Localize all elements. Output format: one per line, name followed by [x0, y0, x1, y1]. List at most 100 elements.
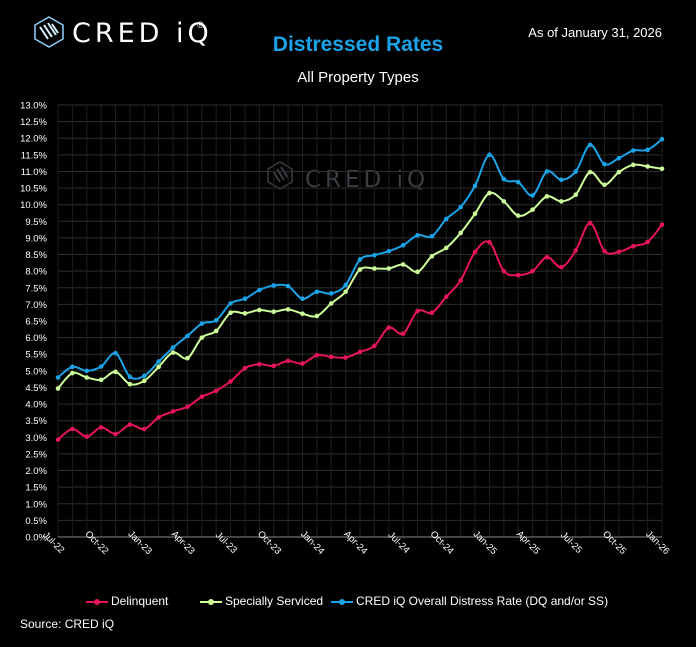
delinquent-point	[415, 308, 420, 314]
chart-title: Distressed Rates	[272, 33, 444, 56]
overall-point	[343, 282, 348, 288]
delinquent-point	[285, 358, 291, 364]
delinquent-point	[372, 343, 377, 349]
delinquent-point	[443, 294, 449, 300]
x-tick-label: Apr-23	[169, 529, 197, 557]
overall-point	[242, 296, 248, 302]
delinquent-point	[587, 220, 593, 226]
legend: Delinquent Specially Serviced CRED iQ Ov…	[0, 594, 696, 610]
overall-point	[530, 193, 535, 198]
x-tick-label: Jan-24	[298, 529, 326, 557]
y-tick-label: 8.5%	[25, 250, 47, 261]
delinquent-point	[185, 404, 190, 410]
y-tick-label: 0.0%	[25, 533, 47, 544]
specially-serviced-point	[328, 301, 334, 306]
overall-point	[587, 142, 593, 148]
specially-serviced-point	[472, 211, 478, 216]
watermark-text: CRED iQ	[305, 167, 429, 193]
specially-serviced-point	[300, 311, 305, 316]
delinquent-point	[127, 422, 133, 427]
overall-point	[271, 283, 277, 288]
overall-point	[472, 183, 478, 189]
delinquent-point	[357, 349, 363, 355]
registered-mark: ®	[197, 20, 204, 30]
delinquent-point	[141, 426, 147, 432]
overall-point	[357, 257, 363, 262]
y-tick-label: 9.5%	[25, 217, 47, 228]
overall-point	[127, 374, 133, 380]
overall-point	[458, 204, 463, 210]
delinquent-point	[199, 394, 205, 400]
overall-point	[573, 169, 579, 174]
y-tick-label: 6.5%	[25, 317, 47, 328]
delinquent-point	[343, 355, 348, 360]
y-tick-label: 5.5%	[25, 350, 47, 361]
specially-serviced-point	[659, 166, 665, 172]
specially-serviced-point	[228, 310, 233, 315]
delinquent-point	[458, 278, 463, 283]
specially-serviced-point	[386, 266, 392, 271]
specially-serviced-point	[170, 350, 176, 355]
overall-point	[544, 169, 550, 174]
specially-serviced-point	[645, 164, 650, 169]
series-lines	[55, 136, 665, 442]
specially-serviced-point	[314, 313, 320, 319]
specially-serviced-point	[630, 162, 636, 168]
specially-serviced-point	[271, 309, 277, 314]
overall-point	[55, 375, 61, 380]
x-tick-label: Jul-24	[386, 530, 412, 556]
overall-point	[630, 148, 636, 153]
delinquent-point	[645, 239, 650, 245]
overall-point	[199, 321, 205, 326]
x-tick-label: Oct-23	[255, 529, 283, 557]
legend-label-overall: CRED iQ Overall Distress Rate (DQ and/or…	[356, 594, 609, 608]
delinquent-point	[314, 352, 320, 358]
delinquent-point	[616, 249, 622, 255]
x-tick-label: Oct-25	[600, 529, 628, 557]
specially-serviced-point	[443, 245, 449, 251]
delinquent-point	[602, 248, 607, 254]
overall-point	[415, 232, 420, 238]
y-tick-label: 11.0%	[21, 167, 48, 178]
overall-point	[559, 177, 564, 183]
y-tick-label: 10.5%	[20, 184, 47, 195]
legend-item-delinquent: Delinquent	[86, 594, 168, 608]
overall-point	[285, 283, 291, 289]
chart-subtitle: All Property Types	[297, 69, 419, 86]
x-tick-label: Oct-22	[83, 529, 111, 557]
specially-serviced-point	[559, 199, 564, 204]
delinquent-point	[487, 239, 492, 245]
overall-point	[98, 364, 104, 369]
specially-serviced-point	[400, 262, 406, 267]
specially-serviced-point	[98, 377, 104, 383]
x-tick-label: Oct-24	[428, 529, 456, 557]
series-overall	[55, 136, 665, 380]
y-tick-label: 0.5%	[25, 516, 47, 527]
delinquent-point	[156, 415, 161, 420]
specially-serviced-point	[415, 269, 420, 275]
delinquent-point	[113, 431, 118, 437]
y-tick-label: 4.5%	[25, 383, 47, 394]
overall-point	[372, 252, 377, 258]
delinquent-point	[271, 363, 277, 369]
x-tick-label: Jul-25	[558, 530, 584, 556]
specially-serviced-point	[113, 369, 118, 375]
specially-serviced-point	[213, 328, 219, 334]
y-tick-label: 11.5%	[21, 150, 48, 161]
y-tick-label: 6.0%	[25, 333, 47, 344]
y-tick-label: 2.5%	[25, 449, 47, 460]
specially-serviced-point	[487, 190, 492, 196]
delinquent-point	[400, 331, 406, 336]
delinquent-point	[544, 254, 550, 260]
y-tick-label: 3.0%	[25, 433, 47, 444]
y-tick-label: 5.0%	[25, 366, 47, 377]
delinquent-point	[386, 325, 392, 330]
overall-point	[501, 176, 507, 182]
x-tick-label: Jan-26	[643, 529, 671, 557]
x-tick-label: Jan-25	[471, 529, 499, 557]
y-tick-label: 7.5%	[25, 283, 47, 294]
overall-point	[487, 152, 492, 158]
overall-point	[602, 161, 607, 167]
delinquent-point	[84, 434, 90, 439]
specially-serviced-point	[616, 169, 622, 175]
